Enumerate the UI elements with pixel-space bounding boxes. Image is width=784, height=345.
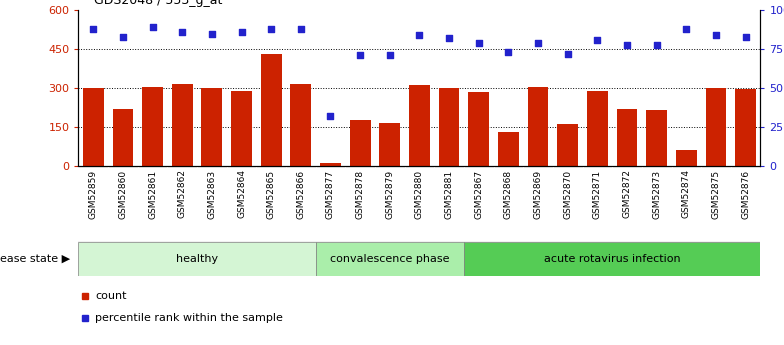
Bar — [316, 241, 464, 276]
Bar — [320, 163, 341, 166]
Bar — [261, 54, 281, 166]
Text: GSM52874: GSM52874 — [682, 169, 691, 218]
Text: GSM52871: GSM52871 — [593, 169, 602, 218]
Text: GSM52870: GSM52870 — [563, 169, 572, 218]
Point — [680, 26, 692, 32]
Point — [354, 52, 366, 58]
Text: GSM52867: GSM52867 — [474, 169, 483, 218]
Text: disease state ▶: disease state ▶ — [0, 254, 71, 264]
Bar — [113, 109, 133, 166]
Bar — [78, 241, 316, 276]
Text: GSM52863: GSM52863 — [207, 169, 216, 218]
Point — [295, 26, 307, 32]
Text: acute rotavirus infection: acute rotavirus infection — [544, 254, 681, 264]
Bar — [557, 124, 578, 166]
Text: GSM52864: GSM52864 — [237, 169, 246, 218]
Point — [413, 32, 426, 38]
Text: GSM52881: GSM52881 — [445, 169, 454, 218]
Bar — [350, 120, 371, 166]
Point — [473, 40, 485, 46]
Point — [87, 26, 100, 32]
Point — [561, 51, 574, 57]
Point — [383, 52, 396, 58]
Bar — [83, 88, 103, 166]
Point — [502, 50, 514, 55]
Bar — [142, 87, 163, 166]
Point — [235, 29, 248, 35]
Text: GSM52869: GSM52869 — [534, 169, 543, 218]
Bar — [201, 88, 222, 166]
Text: GSM52877: GSM52877 — [326, 169, 335, 218]
Point — [651, 42, 663, 47]
Point — [176, 29, 188, 35]
Point — [205, 31, 218, 37]
Bar — [706, 88, 726, 166]
Bar — [587, 90, 608, 166]
Bar — [379, 123, 400, 166]
Text: percentile rank within the sample: percentile rank within the sample — [96, 313, 283, 323]
Bar — [409, 85, 430, 166]
Point — [532, 40, 544, 46]
Text: GSM52876: GSM52876 — [741, 169, 750, 218]
Text: GSM52875: GSM52875 — [712, 169, 720, 218]
Point — [591, 37, 604, 43]
Text: GSM52868: GSM52868 — [504, 169, 513, 218]
Point — [265, 26, 278, 32]
Bar — [735, 89, 756, 166]
Point — [710, 32, 722, 38]
Point — [621, 42, 633, 47]
Text: GSM52873: GSM52873 — [652, 169, 661, 218]
Bar — [617, 109, 637, 166]
Text: GSM52860: GSM52860 — [118, 169, 127, 218]
Bar — [439, 88, 459, 166]
Point — [739, 34, 752, 40]
Text: GSM52859: GSM52859 — [89, 169, 98, 218]
Bar — [646, 110, 667, 166]
Bar — [464, 241, 760, 276]
Text: convalescence phase: convalescence phase — [330, 254, 449, 264]
Bar — [468, 92, 489, 166]
Bar — [290, 84, 311, 166]
Bar — [528, 87, 549, 166]
Bar — [231, 90, 252, 166]
Point — [443, 36, 456, 41]
Text: GSM52878: GSM52878 — [356, 169, 365, 218]
Text: GSM52872: GSM52872 — [622, 169, 632, 218]
Text: GSM52880: GSM52880 — [415, 169, 424, 218]
Text: count: count — [96, 292, 127, 302]
Text: GSM52879: GSM52879 — [385, 169, 394, 218]
Text: GSM52865: GSM52865 — [267, 169, 276, 218]
Point — [147, 25, 159, 30]
Point — [325, 113, 337, 119]
Bar — [676, 150, 697, 166]
Point — [117, 34, 129, 40]
Text: GDS2048 / 553_g_at: GDS2048 / 553_g_at — [94, 0, 223, 7]
Text: GSM52861: GSM52861 — [148, 169, 157, 218]
Text: GSM52866: GSM52866 — [296, 169, 305, 218]
Bar — [172, 84, 193, 166]
Text: GSM52862: GSM52862 — [178, 169, 187, 218]
Text: healthy: healthy — [176, 254, 218, 264]
Bar — [498, 132, 519, 166]
